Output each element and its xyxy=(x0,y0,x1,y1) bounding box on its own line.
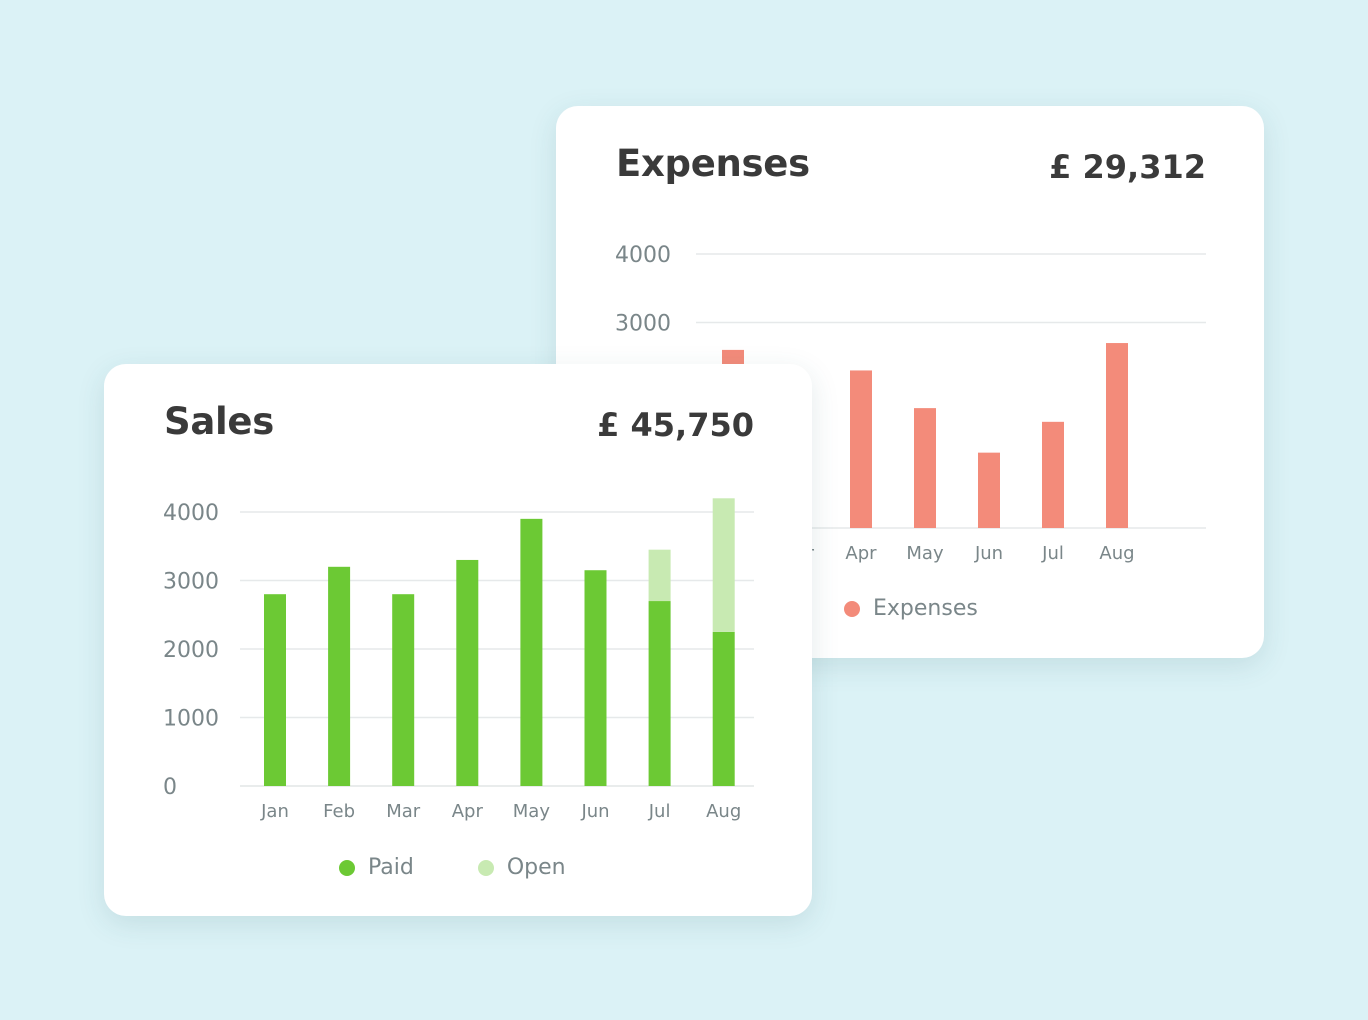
bar-expenses-jun xyxy=(978,452,1000,528)
legend-dot-open xyxy=(477,859,494,876)
legend-item-expenses: Expenses xyxy=(844,596,978,621)
bar-expenses-aug xyxy=(1106,343,1128,528)
legend-item-open: Open xyxy=(477,855,566,880)
legend-label-paid: Paid xyxy=(368,855,414,880)
x-tick-may: May xyxy=(906,543,944,564)
x-tick-apr: Apr xyxy=(452,801,484,822)
y-tick-3000: 3000 xyxy=(163,570,219,595)
bar-paid-may xyxy=(520,518,543,786)
y-tick-0: 0 xyxy=(163,775,177,800)
bar-paid-jun xyxy=(584,570,607,786)
x-tick-apr: Apr xyxy=(845,543,877,564)
expenses-total: £ 29,312 xyxy=(1049,148,1206,186)
sales-chart: 4000 3000 2000 1000 0 Jan Feb Mar Apr May Jun Jul Au… xyxy=(163,498,754,822)
x-tick-feb: Feb xyxy=(323,801,355,822)
legend-dot-paid xyxy=(339,859,355,876)
bar-paid-jul xyxy=(648,601,671,786)
y-tick-3000: 3000 xyxy=(615,312,671,337)
x-tick-may: May xyxy=(513,801,551,822)
expenses-title: Expenses xyxy=(616,142,810,185)
bar-paid-mar xyxy=(392,594,415,786)
legend-dot-expenses xyxy=(844,600,860,617)
legend-item-paid: Paid xyxy=(339,855,414,880)
bar-paid-apr xyxy=(456,559,479,786)
bar-expenses-jul xyxy=(1042,421,1064,528)
y-tick-4000: 4000 xyxy=(163,501,219,526)
bar-paid-aug xyxy=(712,631,735,786)
sales-legend: Paid Open xyxy=(339,855,566,880)
expenses-legend: Expenses xyxy=(844,596,978,621)
y-tick-2000: 2000 xyxy=(163,638,219,663)
bar-expenses-apr xyxy=(850,370,872,528)
x-tick-jul: Jul xyxy=(648,801,671,822)
x-tick-jan: Jan xyxy=(260,801,289,822)
x-tick-jun: Jun xyxy=(974,543,1003,564)
x-tick-jun: Jun xyxy=(580,801,609,822)
y-tick-4000: 4000 xyxy=(615,243,671,268)
bar-open-jul xyxy=(648,549,671,602)
sales-total: £ 45,750 xyxy=(597,406,754,444)
bar-paid-jan xyxy=(264,594,286,786)
legend-label-expenses: Expenses xyxy=(873,596,978,621)
bar-paid-feb xyxy=(328,566,351,786)
y-tick-1000: 1000 xyxy=(163,707,219,732)
x-tick-mar: Mar xyxy=(386,801,421,822)
sales-title: Sales xyxy=(164,400,274,443)
x-tick-aug: Aug xyxy=(1099,543,1134,564)
x-tick-aug: Aug xyxy=(706,801,741,822)
bar-open-aug xyxy=(712,498,735,632)
legend-label-open: Open xyxy=(506,855,566,880)
bar-expenses-may xyxy=(914,408,936,528)
x-tick-jul: Jul xyxy=(1041,543,1064,564)
sales-card: Sales £ 45,750 4000 3000 2000 1000 0 Jan Feb Ma… xyxy=(104,364,812,916)
